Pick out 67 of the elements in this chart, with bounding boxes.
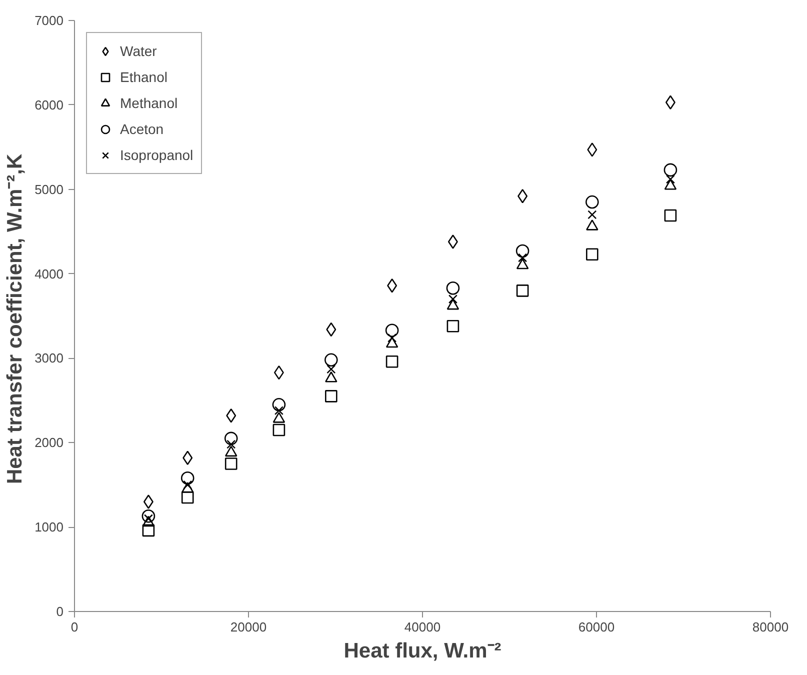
legend-label: Isopropanol: [120, 147, 194, 163]
legend-label: Ethanol: [120, 69, 168, 85]
point: [224, 432, 238, 446]
point: [586, 220, 598, 230]
point: [446, 320, 460, 332]
point: [664, 209, 677, 222]
point: [518, 253, 528, 262]
point: [272, 398, 286, 412]
point: [183, 480, 192, 490]
point: [516, 244, 530, 258]
point: [324, 353, 338, 367]
point: [516, 258, 529, 270]
point: [388, 333, 397, 342]
point: [386, 355, 398, 368]
point: [386, 336, 398, 348]
x-tick-label: 60000: [578, 620, 615, 634]
point: [182, 450, 193, 465]
x-axis-title: Heat flux, W.m⁻²: [344, 640, 502, 662]
point: [325, 371, 338, 382]
y-tick-label: 2000: [34, 435, 64, 450]
point: [226, 408, 236, 423]
legend-label: Aceton: [120, 121, 164, 137]
point: [272, 424, 286, 436]
x-tick-label: 40000: [404, 620, 441, 634]
y-tick-label: 1000: [34, 520, 64, 535]
point: [665, 95, 676, 110]
x-tick-label: 20000: [230, 620, 267, 634]
point: [143, 494, 154, 509]
point: [274, 406, 284, 416]
y-tick-label: 4000: [34, 266, 64, 282]
y-tick-label: 5000: [34, 182, 64, 197]
point: [274, 365, 284, 380]
y-tick-label: 3000: [34, 350, 64, 366]
point: [518, 188, 528, 204]
x-tick-label: 80000: [752, 620, 789, 634]
point: [385, 324, 399, 337]
point: [664, 163, 678, 177]
point: [142, 509, 156, 523]
point: [446, 282, 460, 295]
legend-label: Water: [120, 43, 157, 59]
point: [326, 364, 336, 374]
point: [142, 524, 155, 537]
point: [448, 234, 458, 249]
x-tick-label: 0: [70, 620, 78, 634]
point: [387, 278, 398, 293]
point: [180, 471, 194, 485]
point: [586, 195, 599, 209]
point: [516, 284, 529, 297]
point: [325, 390, 338, 402]
point: [142, 516, 155, 527]
point: [224, 446, 238, 457]
y-axis-title: Heat transfer coefficient, W.m⁻²,K: [4, 154, 27, 484]
point: [448, 294, 458, 304]
legend-label: Methanol: [120, 95, 178, 111]
point: [586, 248, 598, 261]
point: [224, 458, 238, 470]
point: [446, 298, 460, 310]
point: [587, 142, 598, 157]
y-tick-label: 0: [56, 604, 64, 619]
y-tick-label: 6000: [34, 97, 64, 112]
point: [272, 412, 286, 423]
point: [666, 174, 675, 184]
point: [588, 210, 597, 220]
y-tick-label: 7000: [34, 13, 64, 28]
point: [181, 491, 194, 504]
point: [326, 322, 336, 337]
point: [226, 440, 236, 449]
